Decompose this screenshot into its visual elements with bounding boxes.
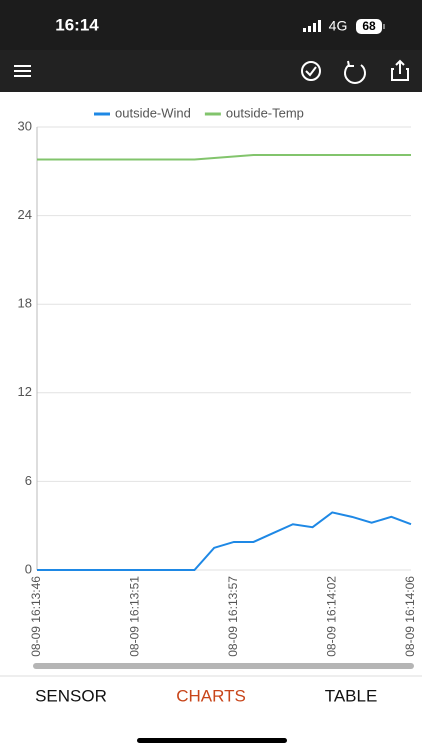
y-tick-label: 30 xyxy=(18,118,32,133)
battery-tip xyxy=(383,24,385,29)
status-network: 4G xyxy=(329,18,348,34)
status-bar xyxy=(0,0,422,50)
legend-label: outside-Wind xyxy=(115,105,191,120)
tab-table[interactable]: TABLE xyxy=(325,686,378,705)
battery-icon xyxy=(356,19,382,34)
x-tick-label: 08-09 16:13:57 xyxy=(226,576,240,657)
refresh-button[interactable] xyxy=(344,60,366,84)
signal-icon xyxy=(303,20,321,32)
share-button[interactable] xyxy=(391,59,409,81)
y-tick-label: 0 xyxy=(25,561,32,576)
y-tick-label: 6 xyxy=(25,473,32,488)
menu-button[interactable] xyxy=(14,65,31,77)
y-tick-label: 18 xyxy=(18,296,32,311)
legend-label: outside-Temp xyxy=(226,105,304,120)
battery-level: 68 xyxy=(362,19,376,33)
y-tick-label: 24 xyxy=(18,207,32,222)
y-tick-label: 12 xyxy=(18,384,32,399)
app-bar xyxy=(0,50,422,92)
x-tick-label: 08-09 16:13:46 xyxy=(29,576,43,657)
tab-sensor[interactable]: SENSOR xyxy=(35,686,107,705)
check-button[interactable] xyxy=(301,61,321,81)
chart: 0 6 12 18 24 30 08-09 16:13:46 08-09 16:13:51 08… xyxy=(18,105,418,656)
x-tick-label: 08-09 16:13:51 xyxy=(128,576,142,657)
status-time: 16:14 xyxy=(55,15,99,34)
x-tick-label: 08-09 16:14:06 xyxy=(403,576,417,657)
home-indicator xyxy=(137,738,287,743)
series-line xyxy=(37,154,411,161)
x-tick-label: 08-09 16:14:02 xyxy=(324,576,338,657)
series-line xyxy=(37,511,412,571)
tab-charts[interactable]: CHARTS xyxy=(176,686,246,705)
scrollbar xyxy=(33,663,414,669)
